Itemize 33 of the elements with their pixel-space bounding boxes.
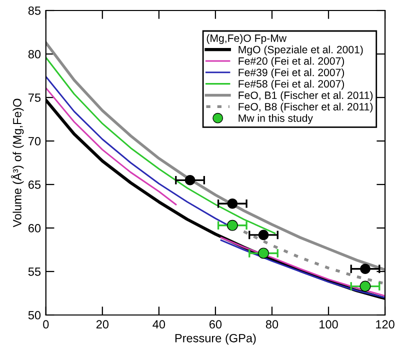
point	[227, 198, 238, 209]
y-tick-label: 75	[28, 94, 41, 102]
legend-label: Fe#58 (Fei et al. 2007)	[238, 80, 344, 90]
x-tick-label: 20	[96, 320, 109, 329]
x-tick-label: 80	[266, 320, 278, 329]
point	[360, 280, 371, 292]
y-tick-label: 85	[28, 6, 41, 15]
y-tick-label: 70	[28, 137, 41, 146]
point	[258, 248, 270, 259]
y-tick-label: 60	[28, 224, 41, 232]
point	[360, 264, 370, 274]
point	[184, 175, 196, 186]
legend-label: Fe#20 (Fei et al. 2007)	[238, 57, 344, 67]
x-tick-label: 120	[376, 320, 394, 329]
y-tick-label: 80	[28, 50, 41, 58]
line-series	[242, 230, 386, 286]
legend-label: Mw in this study	[238, 114, 313, 124]
x-tick-label: 100	[320, 320, 338, 329]
x-tick-label: 0	[43, 320, 49, 329]
legend-label: MgO (Speziale et al. 2001)	[238, 46, 363, 56]
y-tick-label: 50	[28, 311, 41, 320]
y-tick-label: 55	[28, 268, 41, 276]
point	[226, 220, 238, 231]
legend-label: FeO, B1 (Fischer et al. 2011)	[238, 91, 373, 102]
y-tick-label: 65	[28, 180, 41, 189]
legend-label: Fe#39 (Fei et al. 2007)	[238, 68, 344, 78]
legend-label: FeO, B8 (Fischer et al. 2011)	[238, 102, 373, 113]
x-tick-label: 40	[152, 320, 166, 329]
legend-title: (Mg,Fe)O Fp-Mw	[206, 34, 287, 44]
y-axis-title: Volume (Å³) of (Mg,Fe)O	[10, 98, 24, 228]
x-tick-label: 60	[209, 320, 222, 329]
point	[258, 230, 269, 240]
x-axis-title: Pressure (GPa)	[175, 334, 256, 345]
